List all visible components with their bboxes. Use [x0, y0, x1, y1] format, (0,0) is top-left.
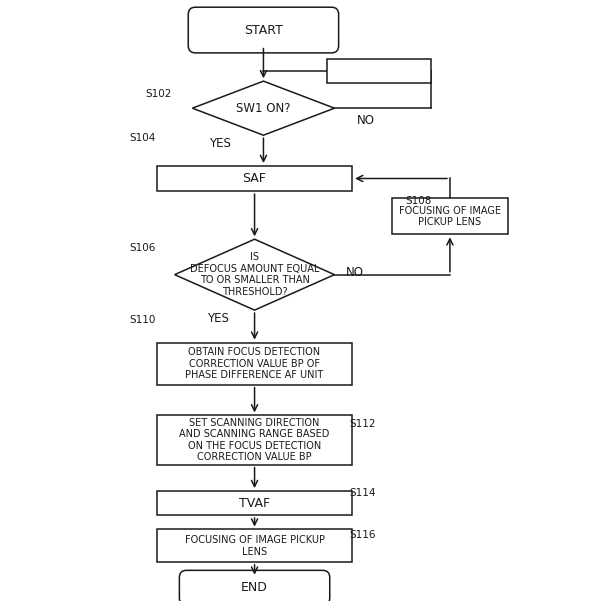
Bar — [157, 491, 352, 515]
Text: NO: NO — [346, 266, 363, 279]
Bar — [157, 415, 352, 465]
FancyBboxPatch shape — [188, 7, 339, 53]
Text: SAF: SAF — [243, 172, 266, 185]
Text: OBTAIN FOCUS DETECTION
CORRECTION VALUE BP OF
PHASE DIFFERENCE AF UNIT: OBTAIN FOCUS DETECTION CORRECTION VALUE … — [185, 347, 324, 380]
Text: S106: S106 — [129, 243, 156, 252]
Text: END: END — [241, 581, 268, 594]
Bar — [157, 529, 352, 562]
Text: S108: S108 — [405, 197, 432, 206]
FancyBboxPatch shape — [179, 570, 330, 601]
Polygon shape — [192, 81, 334, 135]
Text: S104: S104 — [129, 133, 156, 142]
Text: SW1 ON?: SW1 ON? — [236, 102, 291, 115]
Bar — [392, 198, 508, 234]
Text: S110: S110 — [129, 316, 156, 325]
Text: FOCUSING OF IMAGE PICKUP
LENS: FOCUSING OF IMAGE PICKUP LENS — [185, 535, 324, 557]
Bar — [157, 166, 352, 191]
Text: S112: S112 — [349, 419, 376, 429]
Bar — [157, 343, 352, 385]
Text: FOCUSING OF IMAGE
PICKUP LENS: FOCUSING OF IMAGE PICKUP LENS — [399, 206, 501, 227]
Text: YES: YES — [207, 312, 229, 325]
Text: YES: YES — [209, 136, 231, 150]
Text: NO: NO — [356, 114, 374, 127]
Text: IS
DEFOCUS AMOUNT EQUAL
TO OR SMALLER THAN
THRESHOLD?: IS DEFOCUS AMOUNT EQUAL TO OR SMALLER TH… — [190, 252, 319, 297]
Text: S114: S114 — [349, 488, 376, 498]
Text: START: START — [244, 23, 283, 37]
Text: S102: S102 — [145, 90, 172, 99]
Bar — [327, 59, 431, 83]
Text: S116: S116 — [349, 530, 376, 540]
Text: TVAF: TVAF — [239, 496, 270, 510]
Polygon shape — [175, 239, 334, 310]
Text: SET SCANNING DIRECTION
AND SCANNING RANGE BASED
ON THE FOCUS DETECTION
CORRECTIO: SET SCANNING DIRECTION AND SCANNING RANG… — [179, 418, 330, 462]
